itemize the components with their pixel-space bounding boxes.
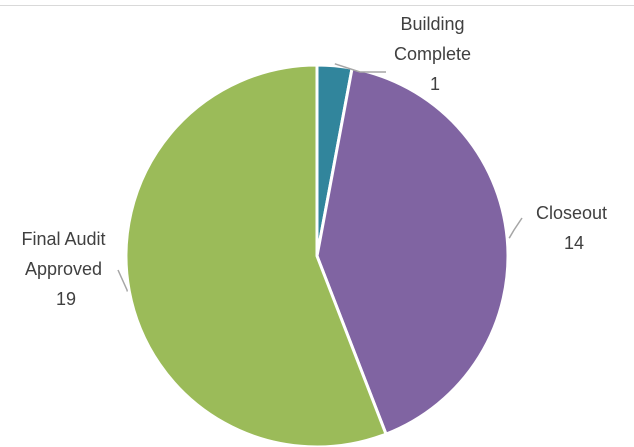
slice-value: 14 [564,233,584,253]
pie-slices [124,63,510,447]
pie-slice-closeout [315,66,510,436]
slice-value: 19 [56,289,76,309]
pie-slice-final-audit-approved [124,63,388,447]
leader-line [117,269,129,292]
top-divider [0,5,634,6]
leader-lines [117,63,523,292]
slice-label-building-complete: Building Complete 1 [394,14,476,94]
slice-category-line: Complete [394,44,471,64]
slice-category-line: Final Audit [21,229,105,249]
slice-category-line: Closeout [536,203,607,223]
slice-category-line: Approved [25,259,102,279]
leader-line [334,63,386,73]
slice-value: 1 [430,74,440,94]
leader-line [508,217,523,239]
slice-label-final-audit-approved: Final Audit Approved 19 [21,229,110,309]
slice-category-line: Building [400,14,464,34]
slice-label-closeout: Closeout 14 [536,203,612,253]
